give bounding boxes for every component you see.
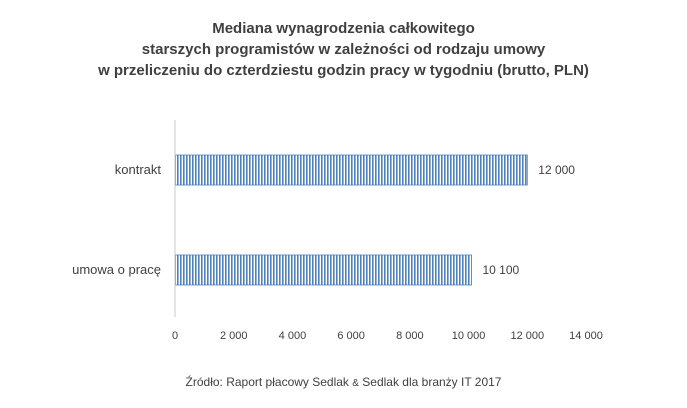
data-label: 10 100: [483, 263, 520, 277]
x-tick-label: 12 000: [510, 330, 544, 342]
x-tick-label: 10 000: [452, 330, 486, 342]
x-axis-tick-labels: 0 2 000 4 000 6 000 8 000 10 000 12 000 14 000: [172, 330, 603, 342]
value-labels: 12 000 10 100: [483, 163, 576, 277]
x-tick-label: 0: [172, 330, 178, 342]
chart-title-line-1: Mediana wynagrodzenia całkowitego: [212, 20, 475, 37]
chart-title: Mediana wynagrodzenia całkowitego starsz…: [0, 18, 687, 81]
category-labels: kontrakt umowa o pracę: [72, 162, 161, 277]
category-label: umowa o pracę: [72, 262, 161, 277]
x-tick-label: 6 000: [337, 330, 365, 342]
x-tick-label: 4 000: [279, 330, 307, 342]
source-text-end: Sedlak dla branży IT 2017: [358, 375, 502, 389]
bar-kontrakt: [175, 154, 528, 186]
source-ampersand: &: [352, 378, 359, 389]
x-tick-label: 8 000: [396, 330, 424, 342]
data-label: 12 000: [538, 163, 575, 177]
category-label: kontrakt: [115, 162, 162, 177]
source-note: Źródło: Raport płacowy Sedlak & Sedlak d…: [0, 375, 687, 389]
chart-title-line-2: starszych programistów w zależności od r…: [141, 41, 546, 58]
bar-series: [175, 154, 528, 286]
chart-title-line-3: w przeliczeniu do czterdziestu godzin pr…: [98, 62, 589, 79]
source-text-start: Źródło: Raport płacowy Sedlak: [185, 375, 353, 389]
x-tick-label: 14 000: [569, 330, 603, 342]
bar-umowa-o-prace: [175, 254, 472, 286]
x-tick-label: 2 000: [220, 330, 248, 342]
